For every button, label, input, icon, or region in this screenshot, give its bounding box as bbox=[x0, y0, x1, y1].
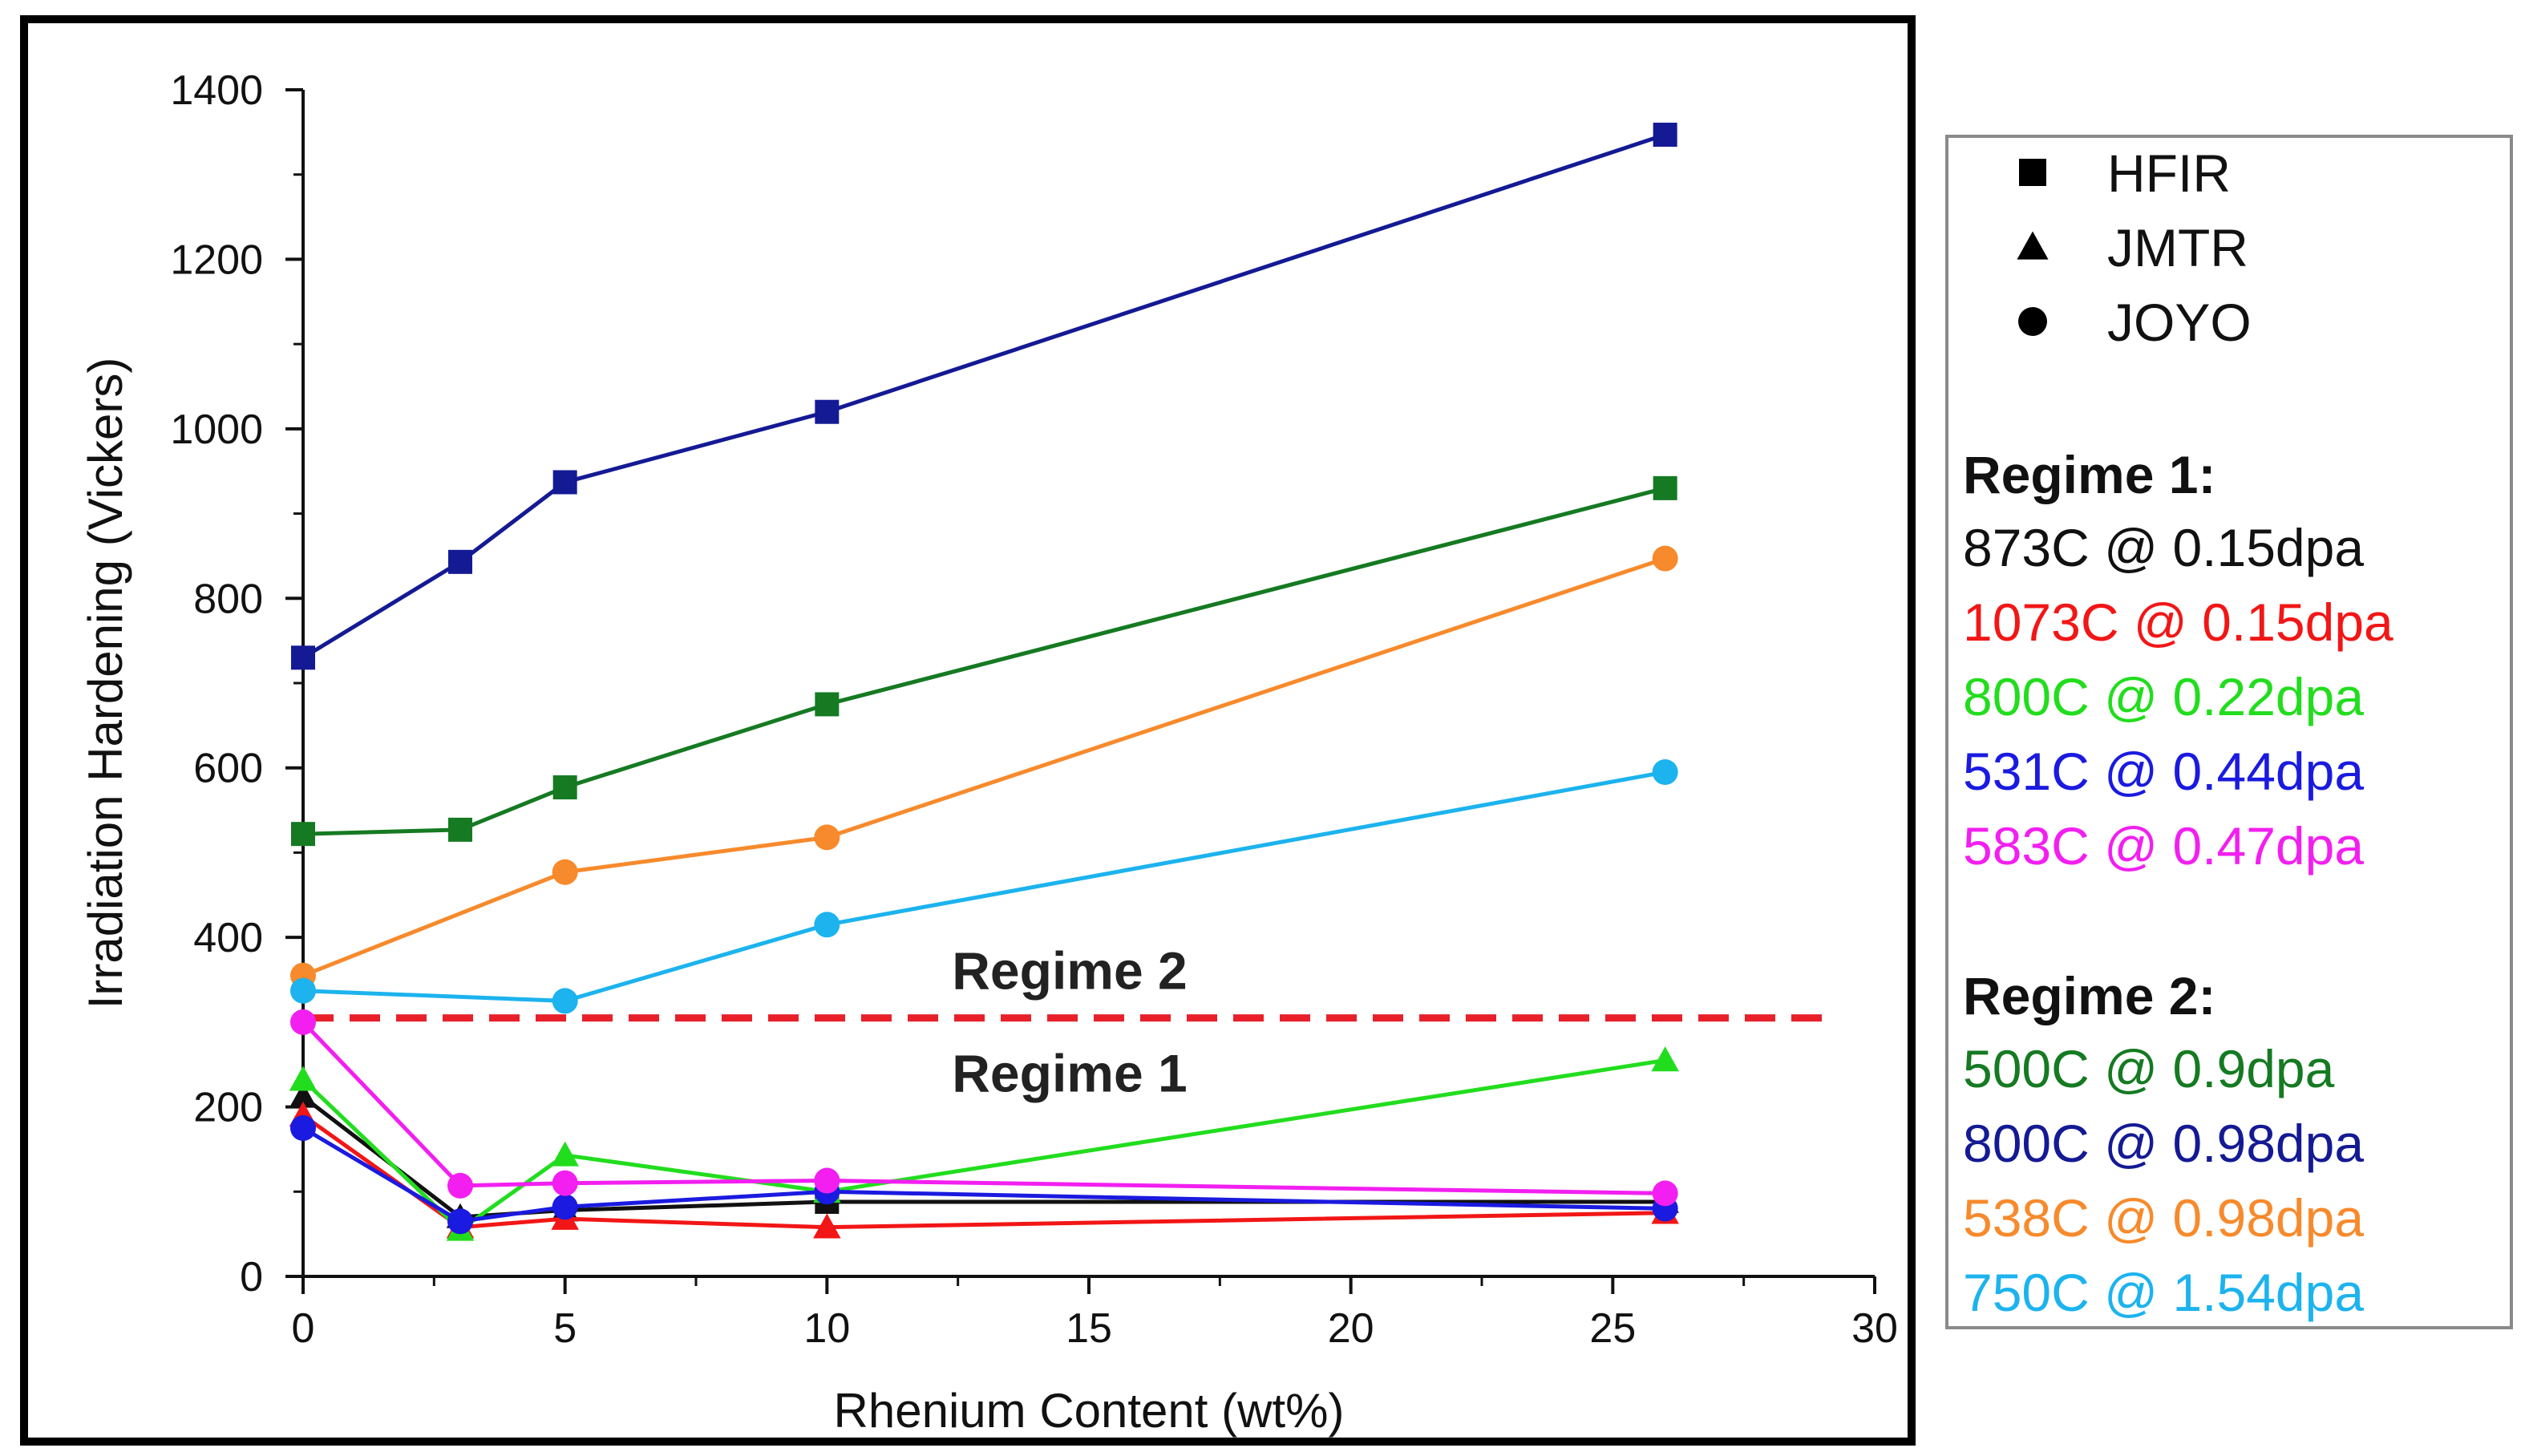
data-point-circle bbox=[1652, 545, 1678, 572]
x-tick-label: 20 bbox=[1328, 1305, 1374, 1352]
legend-series-label: 873C @ 0.15dpa bbox=[1963, 518, 2364, 577]
series-line bbox=[301, 1094, 1665, 1219]
series-line bbox=[302, 486, 1666, 836]
marker-legend: HFIR JMTR JOYO bbox=[2017, 144, 2252, 352]
data-point-square bbox=[552, 775, 577, 800]
y-tick-label: 600 bbox=[193, 746, 263, 792]
data-point-square bbox=[291, 645, 315, 670]
y-tick-label: 1400 bbox=[170, 67, 263, 114]
x-tick-label: 5 bbox=[553, 1305, 577, 1352]
data-point-square bbox=[1653, 123, 1677, 148]
y-tick-label: 1200 bbox=[170, 237, 263, 283]
series-legend: 873C @ 0.15dpa 1073C @ 0.15dpa 800C @ 0.22… bbox=[1963, 518, 2393, 1322]
regime-1-label: Regime 1 bbox=[952, 1044, 1187, 1103]
legend-box bbox=[1945, 135, 2513, 1329]
legend-series-label: 800C @ 0.98dpa bbox=[1963, 1114, 2364, 1173]
data-point-square bbox=[815, 399, 840, 424]
data-point-square bbox=[448, 817, 472, 842]
data-point-square bbox=[552, 470, 577, 495]
series-group bbox=[291, 123, 1677, 670]
legend-circle-icon bbox=[2018, 307, 2047, 336]
data-point-circle bbox=[552, 988, 578, 1014]
y-axis-title: Irradiation Hardening (Vickers) bbox=[79, 358, 132, 1009]
legend-series-label: 500C @ 0.9dpa bbox=[1963, 1039, 2335, 1098]
legend-square-icon bbox=[2019, 159, 2046, 186]
data-point-triangle bbox=[289, 1066, 318, 1091]
x-tick-label: 25 bbox=[1589, 1305, 1636, 1352]
series-line bbox=[301, 132, 1666, 660]
data-point-triangle bbox=[289, 1082, 318, 1108]
series-line bbox=[301, 1114, 1665, 1230]
data-point-circle bbox=[1652, 759, 1678, 785]
data-point-circle bbox=[290, 1115, 316, 1141]
legend-triangle-icon bbox=[2017, 231, 2049, 260]
data-point-circle bbox=[814, 1167, 840, 1194]
data-point-square bbox=[448, 549, 472, 574]
legend-marker-label: JOYO bbox=[2107, 293, 2252, 352]
series-line bbox=[302, 770, 1666, 1003]
series-group bbox=[290, 545, 1678, 989]
tick-labels: 0 5 10 15 20 25 30 0 200 400 600 800 1000 1200 1400 bbox=[170, 67, 1898, 1352]
x-tick-label: 30 bbox=[1851, 1305, 1898, 1352]
legend-marker-label: HFIR bbox=[2107, 144, 2231, 203]
data-point-triangle bbox=[813, 1213, 841, 1239]
plot-frame bbox=[20, 15, 1916, 1446]
data-point-circle bbox=[814, 824, 840, 851]
series-group bbox=[290, 1009, 1678, 1207]
data-point-circle bbox=[1652, 1180, 1678, 1207]
y-tick-label: 400 bbox=[193, 915, 263, 961]
legend-regime-2-heading: Regime 2: bbox=[1963, 966, 2215, 1025]
legend-marker-label: JMTR bbox=[2107, 218, 2248, 277]
legend-series-label: 800C @ 0.22dpa bbox=[1963, 667, 2364, 726]
axis-ticks bbox=[285, 88, 1876, 1294]
data-point-square bbox=[1653, 475, 1677, 500]
x-tick-label: 15 bbox=[1066, 1305, 1112, 1352]
series-group bbox=[290, 759, 1678, 1014]
data-point-circle bbox=[290, 977, 316, 1004]
legend-series-label: 750C @ 1.54dpa bbox=[1963, 1263, 2364, 1322]
data-point-square bbox=[291, 822, 315, 847]
data-point-square bbox=[815, 692, 840, 717]
data-point-circle bbox=[552, 859, 578, 885]
data-point-circle bbox=[552, 1170, 578, 1196]
series-line bbox=[302, 556, 1666, 978]
series-line bbox=[301, 1126, 1665, 1223]
data-point-circle bbox=[447, 1208, 473, 1235]
y-tick-label: 200 bbox=[193, 1085, 263, 1131]
legend-series-label: 583C @ 0.47dpa bbox=[1963, 816, 2364, 876]
y-tick-label: 0 bbox=[240, 1254, 263, 1300]
data-point-circle bbox=[447, 1172, 473, 1199]
data-point-circle bbox=[290, 1009, 316, 1035]
legend-regime-1-heading: Regime 1: bbox=[1963, 445, 2215, 504]
data-point-circle bbox=[552, 1194, 578, 1220]
legend-series-label: 531C @ 0.44dpa bbox=[1963, 742, 2364, 801]
series-group bbox=[291, 475, 1677, 847]
series-layer bbox=[289, 123, 1679, 1241]
data-point-triangle bbox=[1651, 1046, 1679, 1072]
x-tick-label: 0 bbox=[292, 1305, 315, 1352]
regime-2-label: Regime 2 bbox=[952, 941, 1187, 1001]
legend-series-label: 1073C @ 0.15dpa bbox=[1963, 593, 2393, 652]
data-point-triangle bbox=[551, 1141, 579, 1167]
y-tick-label: 1000 bbox=[170, 406, 263, 453]
y-tick-label: 800 bbox=[193, 576, 263, 622]
x-tick-label: 10 bbox=[803, 1305, 850, 1352]
legend-series-label: 538C @ 0.98dpa bbox=[1963, 1188, 2364, 1248]
x-axis-title: Rhenium Content (wt%) bbox=[834, 1384, 1345, 1438]
data-point-circle bbox=[814, 912, 840, 938]
